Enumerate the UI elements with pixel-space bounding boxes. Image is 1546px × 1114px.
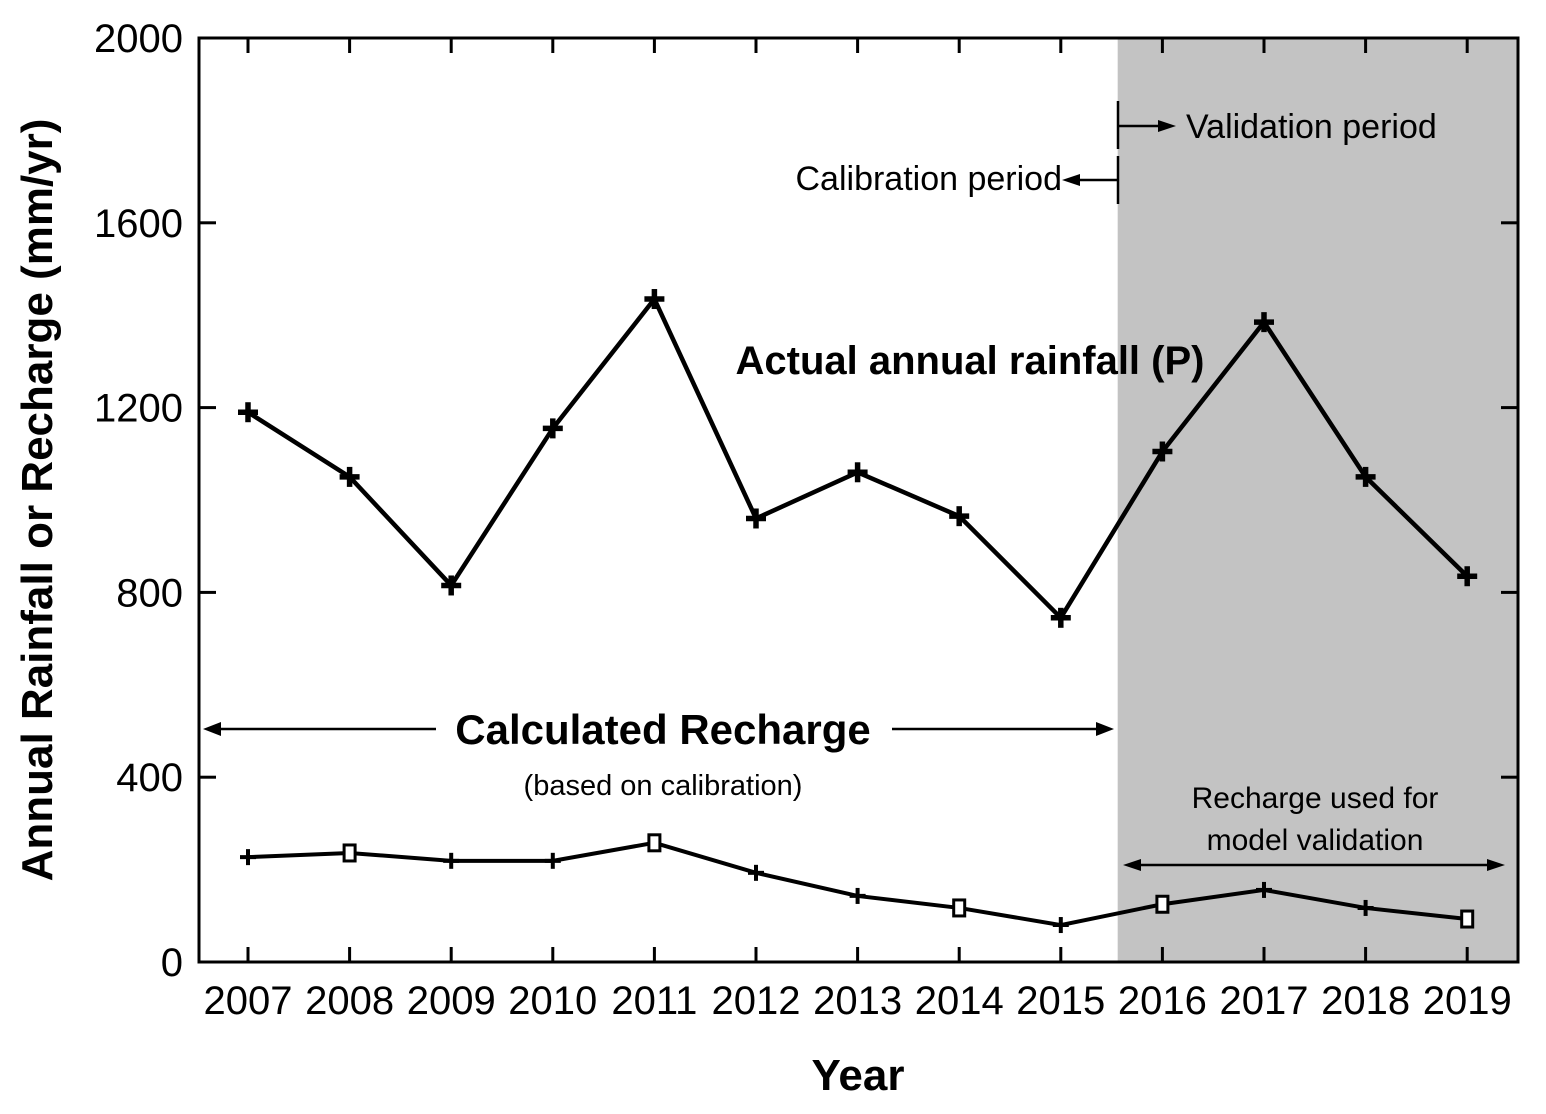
recharge-open-square-marker — [647, 833, 662, 853]
rainfall-series-label: Actual annual rainfall (P) — [736, 339, 1205, 383]
x-tick-label: 2014 — [915, 979, 1004, 1023]
recharge-open-square-marker — [342, 843, 357, 863]
shaded-validation-region — [1117, 38, 1518, 962]
recharge-open-square-marker — [1155, 894, 1170, 914]
recharge-open-square-marker — [952, 898, 967, 918]
validation-arrow-head — [1158, 120, 1176, 132]
calc-arrow-left-head — [203, 722, 221, 736]
recharge-open-square-marker — [1460, 909, 1475, 929]
y-tick-label: 800 — [116, 571, 183, 615]
x-axis-title: Year — [812, 1051, 905, 1100]
x-tick-label: 2018 — [1321, 979, 1410, 1023]
validation-range-arrow-left-head — [1123, 859, 1141, 871]
x-tick-label: 2007 — [204, 979, 293, 1023]
recharge-used-line1: Recharge used for — [1192, 782, 1439, 815]
x-tick-label: 2011 — [611, 979, 697, 1023]
recharge-used-line2: model validation — [1207, 824, 1424, 857]
x-tick-label: 2017 — [1220, 979, 1309, 1023]
x-tick-label: 2013 — [813, 979, 902, 1023]
y-tick-label: 1200 — [94, 387, 183, 431]
validation-range-arrow-right-head — [1487, 859, 1505, 871]
y-tick-label: 2000 — [94, 17, 183, 61]
x-tick-label: 2009 — [407, 979, 496, 1023]
x-tick-label: 2019 — [1423, 979, 1512, 1023]
plot-border — [197, 36, 1520, 964]
recharge-used-annotation: Recharge used for model validation — [1123, 782, 1505, 871]
y-tick-label: 400 — [116, 756, 183, 800]
calculated-recharge-title: Calculated Recharge — [455, 706, 871, 753]
y-tick-label: 0 — [161, 941, 183, 985]
period-boundary-annotation: Validation period Calibration period — [796, 101, 1437, 204]
calculated-recharge-subtitle: (based on calibration) — [524, 770, 803, 802]
calculated-recharge-annotation: Calculated Recharge (based on calibratio… — [203, 706, 1114, 802]
x-tick-label: 2010 — [508, 979, 597, 1023]
x-tick-label: 2008 — [305, 979, 394, 1023]
x-tick-label: 2015 — [1016, 979, 1105, 1023]
calibration-arrow-head — [1062, 174, 1080, 186]
y-tick-label: 1600 — [94, 202, 183, 246]
x-tick-label: 2012 — [712, 979, 801, 1023]
calc-arrow-right-head — [1096, 722, 1114, 736]
calibration-period-label: Calibration period — [796, 160, 1063, 198]
validation-period-label: Validation period — [1186, 108, 1437, 146]
y-axis-title: Annual Rainfall or Recharge (mm/yr) — [13, 119, 62, 882]
generated-plot-content: 2007 2008 2009 2010 2011 2012 2013 2014 2015 2016… — [94, 17, 1520, 1023]
x-tick-label: 2016 — [1118, 979, 1207, 1023]
